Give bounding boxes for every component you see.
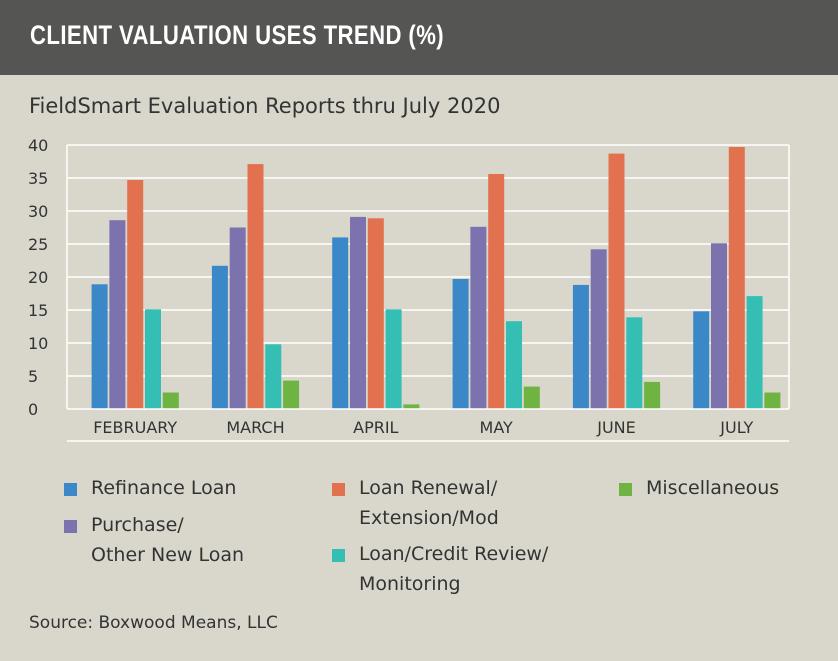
bar-march-series-0 bbox=[211, 265, 228, 409]
bar-may-series-2 bbox=[488, 174, 505, 409]
chart-title: CLIENT VALUATION USES TREND (%) bbox=[30, 20, 445, 50]
bar-june-series-1 bbox=[590, 249, 607, 409]
bar-march-series-3 bbox=[265, 344, 282, 409]
bar-february-series-0 bbox=[91, 284, 108, 409]
y-tick-label: 25 bbox=[28, 235, 48, 254]
x-axis bbox=[67, 408, 789, 442]
bar-february-series-2 bbox=[127, 180, 144, 409]
bar-april-series-1 bbox=[350, 216, 366, 409]
bar-february-series-4 bbox=[162, 392, 179, 409]
y-tick-label: 0 bbox=[28, 400, 38, 419]
x-tick-label: MARCH bbox=[226, 418, 284, 437]
bar-april-series-4 bbox=[403, 404, 420, 409]
y-tick-label: 20 bbox=[28, 268, 48, 287]
y-tick-label: 35 bbox=[28, 169, 48, 188]
y-tick-label: 5 bbox=[28, 367, 38, 386]
bar-may-series-1 bbox=[470, 226, 487, 409]
bar-june-series-3 bbox=[626, 317, 643, 409]
bar-april-series-3 bbox=[385, 309, 402, 409]
y-tick-label: 10 bbox=[28, 334, 48, 353]
bar-march-series-4 bbox=[283, 380, 300, 409]
y-tick-label: 40 bbox=[28, 136, 48, 155]
bar-june-series-2 bbox=[608, 153, 625, 409]
bar-july-series-3 bbox=[746, 296, 763, 409]
bars bbox=[91, 147, 781, 409]
bar-july-series-0 bbox=[693, 311, 710, 409]
chart-subtitle: FieldSmart Evaluation Reports thru July … bbox=[29, 94, 501, 118]
source-note: Source: Boxwood Means, LLC bbox=[29, 613, 278, 633]
y-tick-label: 15 bbox=[28, 301, 48, 320]
y-axis-ticks: 0 5 10 15 20 25 30 35 40 bbox=[28, 136, 48, 419]
x-axis-ticks: FEBRUARY MARCH APRIL MAY JUNE JULY bbox=[93, 418, 753, 437]
bar-july-series-1 bbox=[711, 243, 727, 409]
bar-july-series-2 bbox=[728, 147, 745, 409]
bar-may-series-4 bbox=[523, 386, 540, 409]
x-tick-label: MAY bbox=[480, 418, 514, 437]
bar-february-series-3 bbox=[145, 309, 161, 409]
bar-march-series-2 bbox=[247, 164, 264, 409]
bar-july-series-4 bbox=[764, 392, 781, 409]
chart-header: CLIENT VALUATION USES TREND (%) bbox=[0, 0, 838, 75]
x-tick-label: APRIL bbox=[353, 418, 398, 437]
y-tick-label: 30 bbox=[28, 202, 48, 221]
bar-march-series-1 bbox=[229, 227, 246, 409]
x-tick-label: JUNE bbox=[596, 418, 636, 437]
bar-june-series-4 bbox=[644, 381, 661, 409]
bar-april-series-0 bbox=[332, 237, 349, 409]
bar-may-series-3 bbox=[506, 321, 522, 409]
bar-june-series-0 bbox=[572, 284, 589, 409]
x-tick-label: JULY bbox=[719, 418, 753, 437]
x-tick-label: FEBRUARY bbox=[93, 418, 177, 437]
bar-april-series-2 bbox=[367, 218, 384, 409]
bar-may-series-0 bbox=[452, 279, 469, 409]
gridlines bbox=[66, 144, 790, 409]
bar-february-series-1 bbox=[109, 220, 126, 409]
